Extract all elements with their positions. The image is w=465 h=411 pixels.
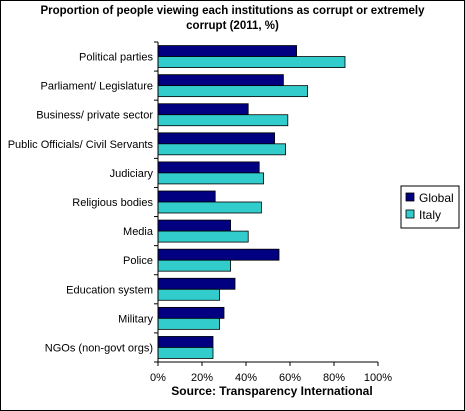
x-tick-label-0: 0% [150,372,166,384]
axes-layer [154,41,379,366]
category-label-2: Business/ private sector [36,110,153,122]
x-tick-label-5: 100% [364,372,392,384]
category-label-1: Parliament/ Legislature [40,81,153,93]
bar-italy-6 [157,230,249,243]
bar-italy-4 [157,172,264,185]
x-axis-label: Source: Transparency International [171,384,372,398]
category-label-6: Media [123,226,154,238]
bar-italy-0 [157,56,346,68]
bar-italy-7 [157,259,231,272]
category-label-7: Police [123,255,153,267]
bar-italy-2 [157,114,289,127]
chart-title: Proportion of people viewing each instit… [0,4,465,34]
legend-swatch-italy [405,209,415,219]
tick-labels: 0% 20% 40% 60% 80% 100% [150,372,392,384]
category-label-3: Public Officials/ Civil Servants [8,139,154,151]
category-label-4: Judiciary [110,168,154,180]
category-label-9: Military [118,313,153,325]
category-label-10: NGOs (non-govt orgs) [45,342,153,354]
legend-swatch-global [405,192,415,202]
bar-global-6 [157,219,231,232]
bar-italy-10 [157,347,214,359]
bar-italy-9 [157,317,220,330]
category-labels: Political parties Parliament/ Legislature… [8,52,154,355]
bar-global-1 [157,74,284,87]
bar-global-2 [157,103,249,116]
bars-layer [157,45,346,359]
bar-global-0 [157,45,298,57]
bar-global-9 [157,306,225,319]
chart-title-line1: Proportion of people viewing each instit… [40,5,425,17]
bar-italy-8 [157,288,220,301]
category-label-5: Religious bodies [72,197,153,209]
x-tick-label-1: 20% [191,372,213,384]
bar-global-7 [157,248,280,261]
bar-global-4 [157,161,260,174]
bar-global-3 [157,132,275,145]
legend: Global Italy [400,185,460,229]
x-tick-label-2: 40% [235,372,257,384]
category-label-0: Political parties [79,52,153,64]
legend-label-global: Global [419,191,454,205]
bar-italy-5 [157,201,262,214]
x-tick-label-3: 60% [279,372,301,384]
chart-title-line2: corrupt (2011, %) [186,20,279,32]
bar-italy-1 [157,85,309,98]
x-tick-label-4: 80% [323,372,345,384]
bar-global-8 [157,277,236,290]
bar-global-5 [157,190,216,203]
bar-global-10 [157,336,214,348]
category-label-8: Education system [66,284,153,296]
legend-label-italy: Italy [419,208,441,222]
bar-italy-3 [157,143,286,156]
